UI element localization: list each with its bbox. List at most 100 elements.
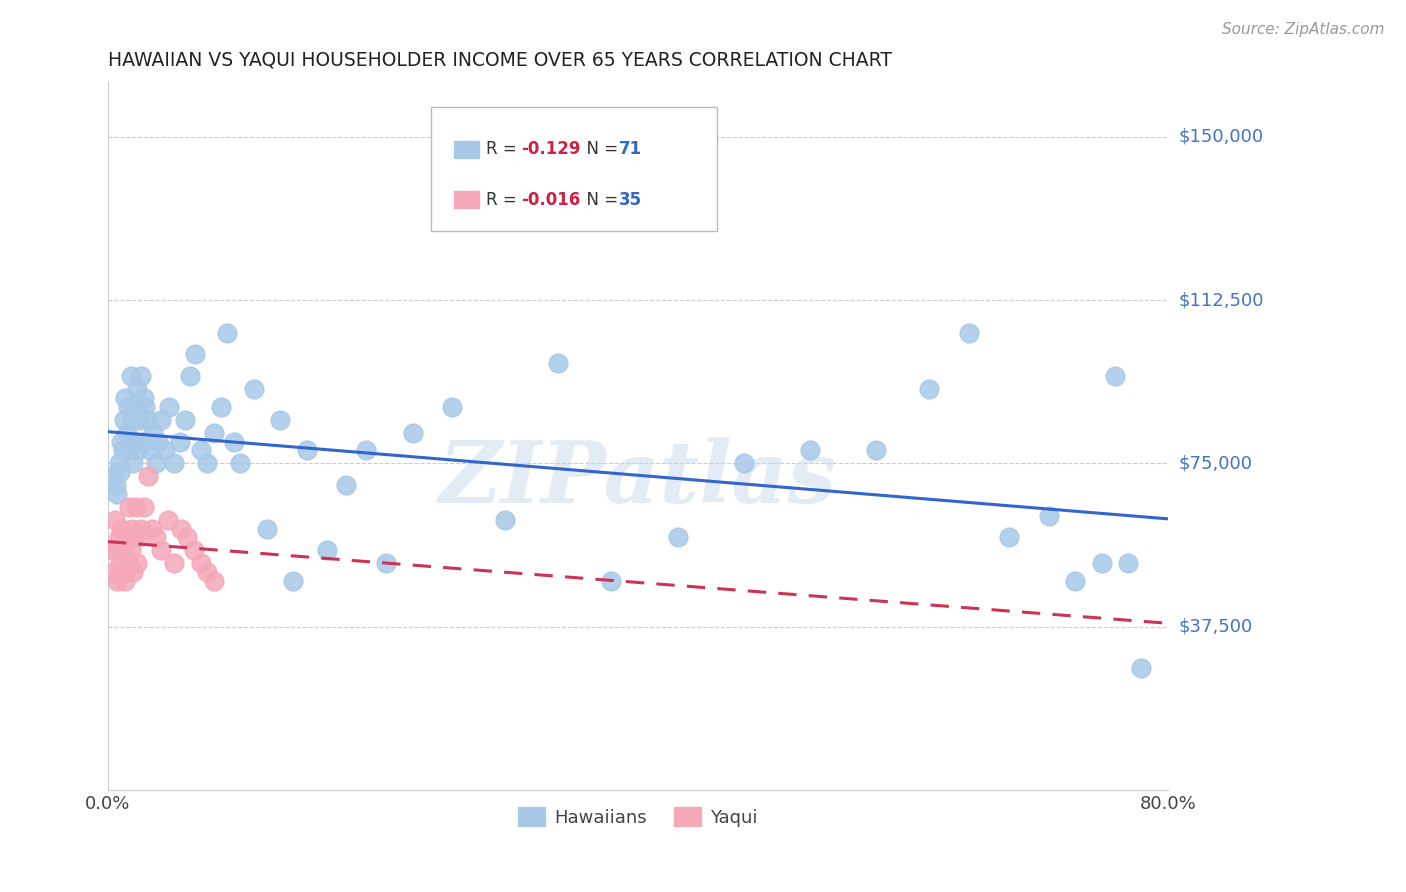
Point <box>117 400 139 414</box>
Point <box>125 500 148 514</box>
Point <box>222 434 245 449</box>
Point <box>283 574 305 588</box>
Point <box>145 456 167 470</box>
Point <box>799 443 821 458</box>
Point <box>1104 369 1126 384</box>
Point <box>107 530 129 544</box>
Point <box>145 530 167 544</box>
Point <box>129 522 152 536</box>
Point <box>104 543 127 558</box>
Point <box>110 522 132 536</box>
Point <box>139 443 162 458</box>
Text: $37,500: $37,500 <box>1180 617 1253 636</box>
Point <box>402 425 425 440</box>
Point <box>115 530 138 544</box>
Point <box>190 443 212 458</box>
Point <box>120 543 142 558</box>
Point <box>127 557 149 571</box>
Point <box>256 522 278 536</box>
Point <box>202 425 225 440</box>
Point <box>157 400 180 414</box>
Point <box>122 565 145 579</box>
Point <box>132 500 155 514</box>
Point <box>118 443 141 458</box>
Point <box>120 369 142 384</box>
Point <box>179 369 201 384</box>
Text: ZIPatlas: ZIPatlas <box>439 437 837 520</box>
Point <box>356 443 378 458</box>
Point <box>163 557 186 571</box>
FancyBboxPatch shape <box>454 191 479 208</box>
Point <box>124 434 146 449</box>
Point <box>183 543 205 558</box>
Text: N =: N = <box>576 140 624 158</box>
Legend: Hawaiians, Yaqui: Hawaiians, Yaqui <box>510 800 765 834</box>
Text: -0.016: -0.016 <box>522 191 581 209</box>
Point <box>112 565 135 579</box>
Point <box>184 347 207 361</box>
Point <box>112 413 135 427</box>
Point <box>1130 661 1153 675</box>
Text: 71: 71 <box>619 140 643 158</box>
Point <box>104 478 127 492</box>
Text: $150,000: $150,000 <box>1180 128 1264 145</box>
Point <box>121 413 143 427</box>
Point <box>142 425 165 440</box>
Point <box>110 434 132 449</box>
Point <box>114 574 136 588</box>
Point <box>733 456 755 470</box>
Point <box>1116 557 1139 571</box>
Point <box>998 530 1021 544</box>
Point <box>666 530 689 544</box>
Point <box>111 543 134 558</box>
FancyBboxPatch shape <box>454 141 479 158</box>
Point <box>127 382 149 396</box>
Text: -0.129: -0.129 <box>522 140 581 158</box>
Point <box>115 425 138 440</box>
Point <box>195 565 218 579</box>
Text: $112,500: $112,500 <box>1180 291 1264 309</box>
Point <box>111 443 134 458</box>
Point <box>918 382 941 396</box>
Point <box>242 382 264 396</box>
FancyBboxPatch shape <box>432 107 717 231</box>
Text: 35: 35 <box>619 191 643 209</box>
Point <box>134 400 156 414</box>
Point <box>229 456 252 470</box>
Point <box>127 443 149 458</box>
Point <box>128 413 150 427</box>
Point <box>136 413 159 427</box>
Text: Source: ZipAtlas.com: Source: ZipAtlas.com <box>1222 22 1385 37</box>
Point <box>129 369 152 384</box>
Text: $75,000: $75,000 <box>1180 454 1253 473</box>
Point <box>124 530 146 544</box>
Point <box>141 522 163 536</box>
Point <box>269 413 291 427</box>
Point <box>136 469 159 483</box>
Point <box>118 500 141 514</box>
Text: R =: R = <box>486 140 523 158</box>
Point <box>494 513 516 527</box>
Point <box>600 574 623 588</box>
Point <box>105 574 128 588</box>
Point <box>132 391 155 405</box>
Point <box>122 456 145 470</box>
Point <box>335 478 357 492</box>
Point <box>149 413 172 427</box>
Point <box>121 522 143 536</box>
Point <box>217 326 239 340</box>
Point <box>315 543 337 558</box>
Text: HAWAIIAN VS YAQUI HOUSEHOLDER INCOME OVER 65 YEARS CORRELATION CHART: HAWAIIAN VS YAQUI HOUSEHOLDER INCOME OVE… <box>108 51 891 70</box>
Point <box>1064 574 1087 588</box>
Point <box>117 557 139 571</box>
Point <box>163 456 186 470</box>
Point <box>169 434 191 449</box>
Point <box>209 400 232 414</box>
Point <box>103 565 125 579</box>
Point <box>149 543 172 558</box>
Point <box>108 465 131 479</box>
Point <box>114 391 136 405</box>
Point <box>190 557 212 571</box>
Point <box>127 530 149 544</box>
Point <box>176 530 198 544</box>
